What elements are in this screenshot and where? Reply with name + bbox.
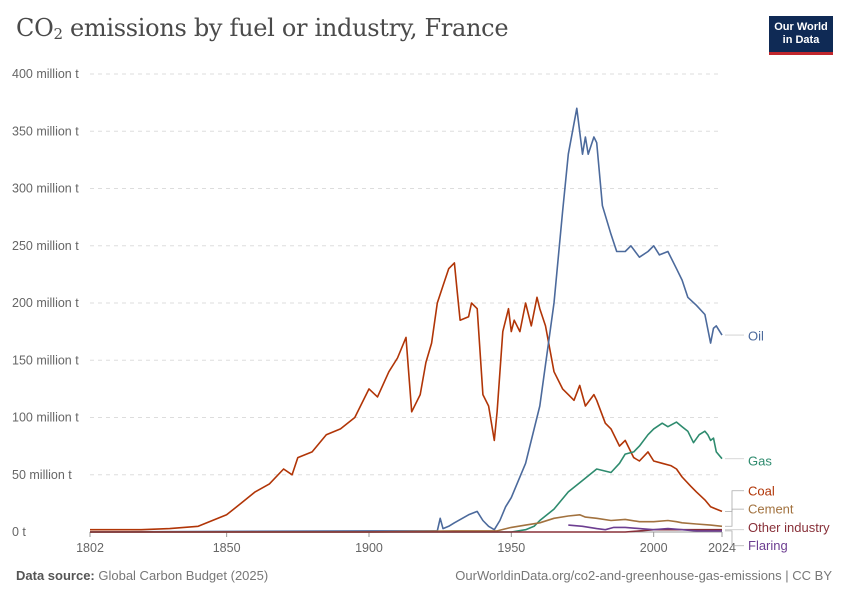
end-label-coal: Coal (748, 483, 775, 498)
y-tick-label: 100 million t (12, 411, 79, 425)
y-tick-label: 350 million t (12, 124, 79, 138)
x-tick-label: 1850 (213, 541, 241, 555)
series-end-labels: Oil Gas Coal Cement Other industry Flaring (725, 329, 830, 553)
end-label-cement: Cement (748, 502, 794, 517)
series-line-coal (90, 262, 723, 531)
y-tick-label: 250 million t (12, 239, 79, 253)
end-label-other-industry: Other industry (748, 520, 830, 535)
x-tick-label: 2000 (640, 541, 668, 555)
y-tick-label: 200 million t (12, 296, 79, 310)
x-axis: 1802 1850 1900 1950 2000 2024 (76, 531, 736, 555)
line-chart: 0 t 50 million t 100 million t 150 million … (12, 67, 830, 555)
logo-line-1: Our World (774, 21, 828, 33)
owid-logo[interactable]: Our World in Data (769, 16, 833, 55)
x-tick-label: 1900 (355, 541, 383, 555)
logo-line-2: in Data (782, 34, 820, 46)
end-label-oil: Oil (748, 329, 764, 344)
source-url[interactable]: OurWorldinData.org/co2-and-greenhouse-ga… (455, 568, 832, 583)
series-lines (89, 107, 723, 533)
series-line-gas (90, 421, 723, 533)
y-tick-label: 400 million t (12, 67, 79, 81)
end-label-gas: Gas (748, 454, 772, 469)
series-line-oil (89, 107, 723, 533)
label-connector-cement (725, 508, 744, 527)
x-tick-label: 1950 (497, 541, 525, 555)
y-tick-label: 300 million t (12, 182, 79, 196)
data-source: Data source: Global Carbon Budget (2025) (16, 568, 269, 583)
end-label-flaring: Flaring (748, 538, 788, 553)
x-tick-label: 1802 (76, 541, 104, 555)
label-connector-flaring (725, 530, 744, 547)
label-connector-coal (725, 490, 744, 512)
y-tick-label: 50 million t (12, 468, 72, 482)
y-axis-ticks: 0 t 50 million t 100 million t 150 million … (12, 67, 79, 539)
series-line-flaring (568, 524, 722, 532)
x-tick-label: 2024 (708, 541, 736, 555)
y-tick-label: 150 million t (12, 353, 79, 367)
series-line-cement (90, 514, 723, 533)
grid-lines (90, 73, 722, 476)
y-tick-label: 0 t (12, 525, 26, 539)
chart-title: CO2 emissions by fuel or industry, Franc… (16, 14, 509, 43)
